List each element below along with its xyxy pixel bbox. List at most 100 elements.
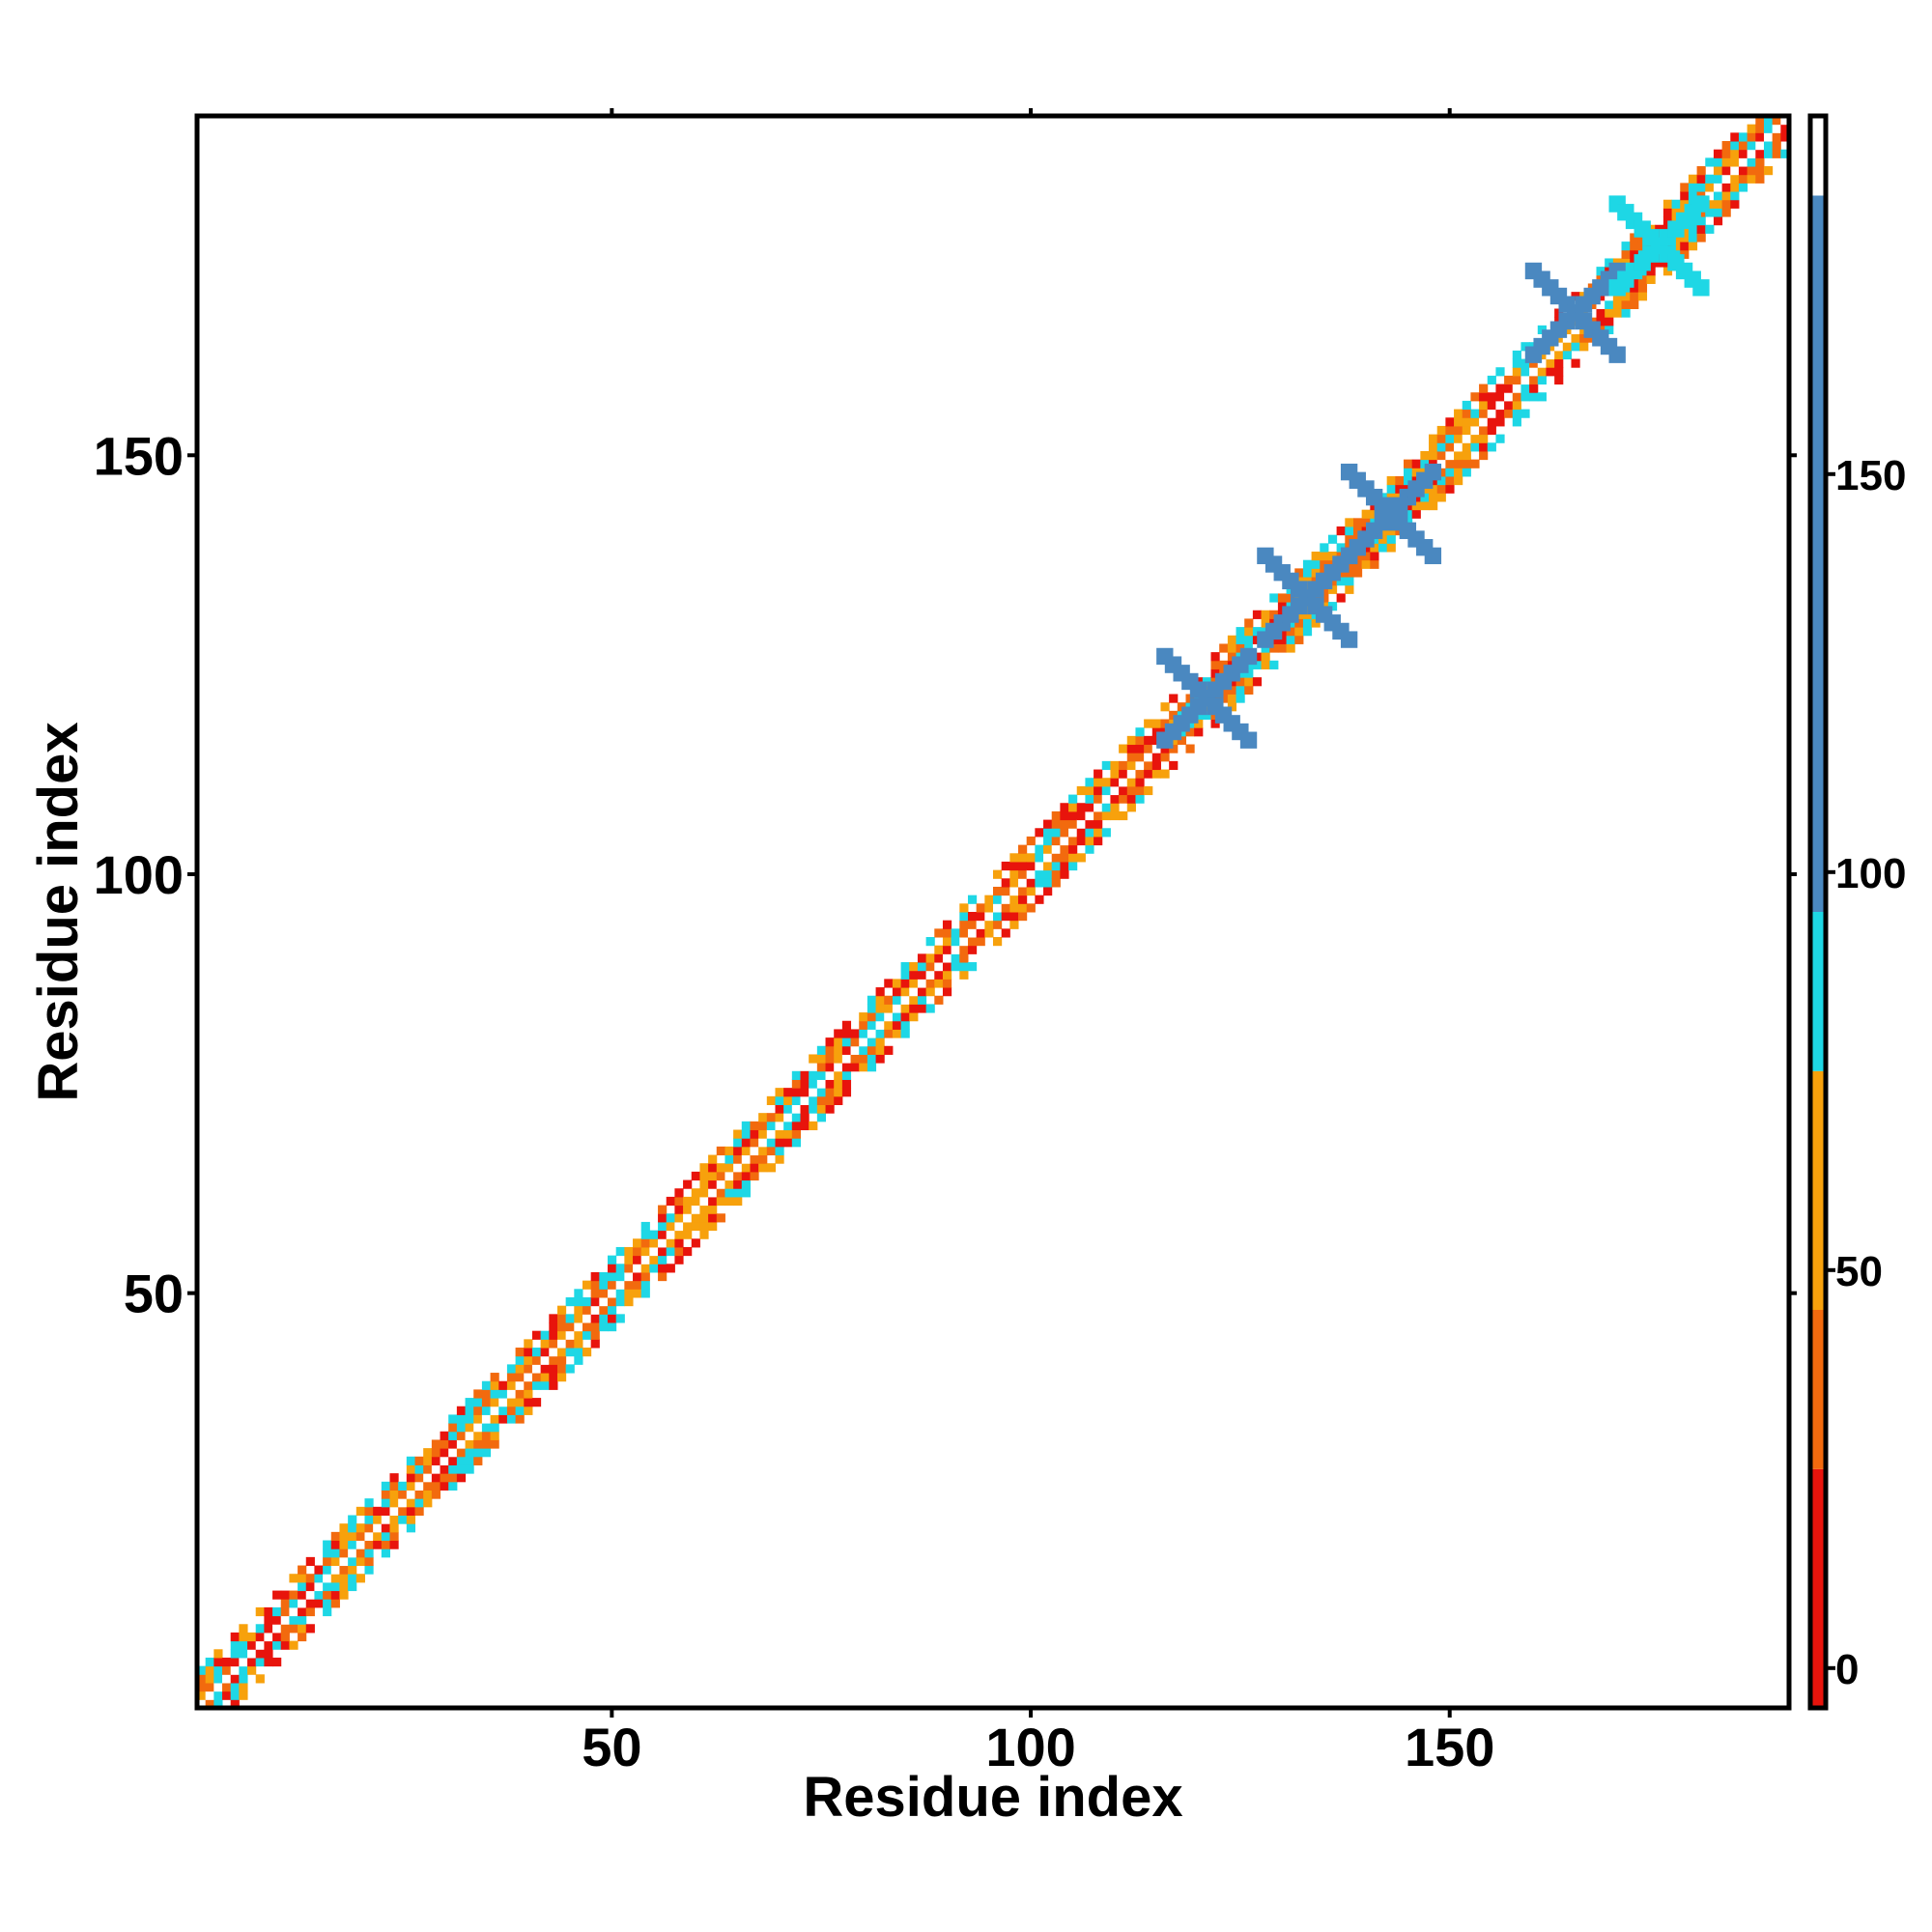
heatmap-cell bbox=[373, 1523, 383, 1533]
heatmap-cell bbox=[1529, 384, 1539, 393]
heatmap-cell bbox=[549, 1373, 558, 1382]
heatmap-cell bbox=[1026, 853, 1036, 863]
heatmap-cell bbox=[859, 1054, 868, 1064]
heatmap-cell bbox=[640, 1280, 650, 1290]
heatmap-cell bbox=[834, 1029, 843, 1038]
heatmap-cell bbox=[867, 1054, 877, 1064]
heatmap-cell bbox=[1345, 568, 1354, 578]
heatmap-cell bbox=[1404, 468, 1413, 477]
heatmap-cell bbox=[1261, 610, 1270, 619]
heatmap-cell bbox=[423, 1473, 433, 1483]
heatmap-cell bbox=[1637, 267, 1648, 276]
colorbar-band bbox=[1812, 1310, 1824, 1469]
heatmap-cell bbox=[506, 1414, 517, 1424]
heatmap-cell bbox=[917, 995, 927, 1005]
heatmap-cell bbox=[213, 1657, 223, 1667]
heatmap-cell bbox=[423, 1448, 433, 1458]
heatmap-cell bbox=[348, 1515, 357, 1524]
heatmap-cell bbox=[1094, 785, 1103, 796]
heatmap-cell bbox=[976, 937, 985, 947]
heatmap-cell bbox=[1713, 149, 1723, 158]
heatmap-cell bbox=[951, 953, 960, 963]
heatmap-cell bbox=[1612, 299, 1623, 309]
heatmap-cell bbox=[708, 1205, 718, 1214]
heatmap-cell bbox=[1236, 668, 1245, 678]
heatmap-cell bbox=[506, 1406, 517, 1415]
heatmap-cell bbox=[1520, 358, 1530, 368]
heatmap-cell bbox=[615, 1296, 625, 1307]
heatmap-cell bbox=[1361, 543, 1371, 553]
heatmap-cell bbox=[298, 1581, 307, 1592]
heatmap-cell bbox=[1554, 333, 1564, 343]
heatmap-cell bbox=[239, 1674, 248, 1684]
heatmap-cell bbox=[389, 1523, 399, 1533]
heatmap-cell bbox=[984, 928, 994, 938]
heatmap-cell bbox=[733, 1196, 743, 1207]
heatmap-cell bbox=[1454, 468, 1463, 477]
heatmap-cell bbox=[1470, 442, 1480, 452]
heatmap-cell bbox=[431, 1481, 441, 1491]
heatmap-cell bbox=[448, 1439, 458, 1449]
heatmap-cell bbox=[976, 928, 985, 938]
heatmap-cell bbox=[314, 1574, 324, 1583]
heatmap-cell bbox=[222, 1657, 232, 1667]
heatmap-cell bbox=[1110, 810, 1120, 821]
heatmap-cell bbox=[934, 945, 944, 954]
heatmap-cell bbox=[414, 1456, 424, 1465]
heatmap-cell bbox=[942, 928, 952, 938]
heatmap-cell bbox=[859, 1012, 868, 1022]
heatmap-cell bbox=[1495, 367, 1505, 377]
heatmap-cell bbox=[540, 1355, 550, 1365]
heatmap-cell bbox=[540, 1364, 550, 1374]
heatmap-cell bbox=[556, 1330, 567, 1340]
heatmap-cell bbox=[339, 1556, 349, 1567]
heatmap-cell bbox=[1068, 844, 1078, 854]
heatmap-cell bbox=[531, 1373, 542, 1382]
heatmap-cell bbox=[205, 1674, 214, 1684]
heatmap-cell bbox=[791, 1095, 802, 1105]
heatmap-cell bbox=[809, 1079, 818, 1089]
heatmap-cell bbox=[1244, 677, 1254, 687]
heatmap-cell bbox=[1110, 760, 1120, 771]
heatmap-cell bbox=[398, 1515, 408, 1524]
heatmap-cell bbox=[884, 1004, 894, 1013]
heatmap-cell bbox=[934, 995, 944, 1005]
heatmap-cell bbox=[1119, 760, 1128, 771]
heatmap-cell bbox=[1479, 450, 1489, 461]
heatmap-cell bbox=[348, 1531, 357, 1542]
heatmap-cell bbox=[875, 1054, 885, 1064]
heatmap-cell bbox=[264, 1632, 273, 1642]
heatmap-cell bbox=[423, 1481, 433, 1491]
colorbar-tick-label: 0 bbox=[1835, 1646, 1859, 1693]
heatmap-cell bbox=[867, 1004, 877, 1013]
heatmap-cell bbox=[565, 1322, 575, 1332]
heatmap-cell bbox=[506, 1398, 517, 1407]
y-tick-label: 100 bbox=[94, 844, 184, 905]
heatmap-cell bbox=[1470, 417, 1480, 427]
heatmap-cell bbox=[624, 1289, 634, 1298]
heatmap-cell bbox=[1454, 450, 1463, 461]
heatmap-cell bbox=[615, 1314, 625, 1323]
heatmap-cell bbox=[524, 1355, 533, 1365]
heatmap-cell bbox=[456, 1439, 467, 1449]
heatmap-cell bbox=[339, 1548, 349, 1558]
heatmap-cell bbox=[683, 1205, 693, 1214]
heatmap-cell bbox=[917, 987, 927, 997]
heatmap-cell bbox=[1487, 417, 1496, 427]
heatmap-cell bbox=[1294, 568, 1304, 578]
colorbar-band bbox=[1812, 1070, 1824, 1310]
heatmap-cell bbox=[884, 1020, 894, 1030]
x-axis-title: Residue index bbox=[803, 1766, 1182, 1829]
heatmap-cell bbox=[783, 1121, 793, 1131]
heatmap-cell bbox=[1068, 819, 1078, 829]
heatmap-cell bbox=[524, 1364, 533, 1374]
heatmap-cell bbox=[1738, 174, 1748, 184]
heatmap-cell bbox=[481, 1414, 492, 1424]
heatmap-cell bbox=[1043, 828, 1053, 838]
heatmap-cell bbox=[330, 1556, 340, 1567]
heatmap-cell bbox=[1085, 844, 1094, 854]
heatmap-cell bbox=[1705, 174, 1715, 184]
heatmap-cell bbox=[590, 1289, 600, 1298]
heatmap-cell bbox=[490, 1439, 499, 1449]
heatmap-cell bbox=[841, 1029, 852, 1038]
